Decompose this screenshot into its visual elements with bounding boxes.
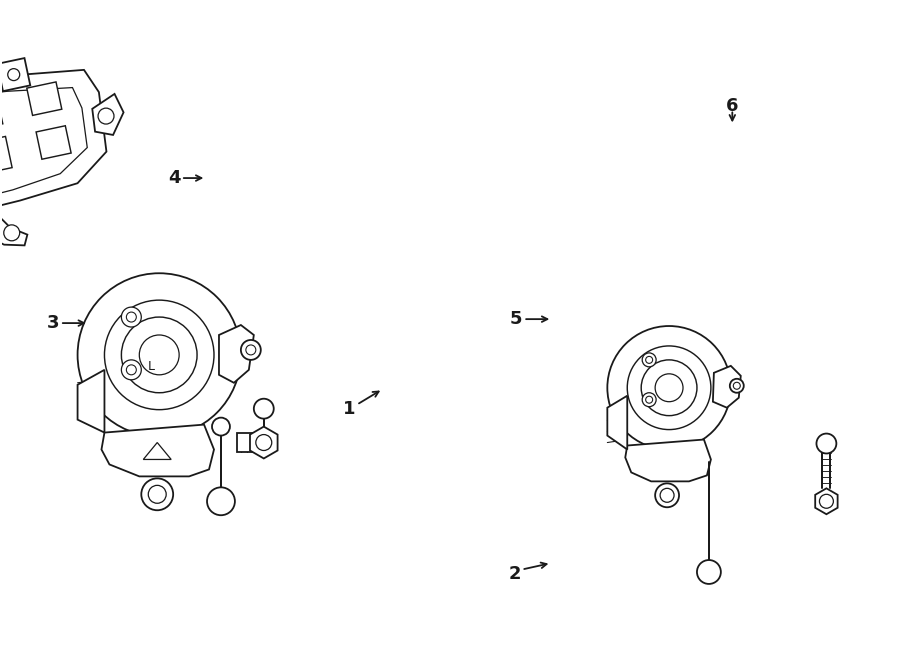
Circle shape [122,307,141,327]
Circle shape [256,434,272,451]
Circle shape [627,346,711,430]
Polygon shape [0,93,3,132]
Polygon shape [713,366,741,408]
Circle shape [4,225,20,241]
Polygon shape [0,209,27,246]
Circle shape [655,374,683,402]
Text: L: L [148,360,155,373]
Circle shape [819,495,833,508]
Circle shape [140,335,179,375]
Circle shape [645,356,652,363]
Polygon shape [250,426,277,459]
Circle shape [212,418,230,436]
Circle shape [734,382,741,389]
Polygon shape [626,440,711,481]
Text: 4: 4 [167,169,180,187]
Circle shape [8,69,20,81]
Polygon shape [93,94,123,135]
Text: 6: 6 [726,97,739,115]
Polygon shape [0,70,106,215]
Circle shape [77,273,241,436]
Text: 1: 1 [344,400,356,418]
Circle shape [643,353,656,367]
Polygon shape [608,396,627,449]
Circle shape [641,360,697,416]
Circle shape [254,399,274,418]
Polygon shape [0,58,31,91]
Circle shape [126,365,136,375]
Circle shape [104,300,214,410]
Text: 5: 5 [510,310,523,328]
Circle shape [660,489,674,502]
Circle shape [141,479,173,510]
Text: 3: 3 [47,314,59,332]
Circle shape [241,340,261,360]
Circle shape [246,345,256,355]
Circle shape [730,379,743,393]
Text: 2: 2 [508,565,521,583]
Polygon shape [0,87,87,202]
Circle shape [608,326,731,449]
Polygon shape [237,432,264,453]
Circle shape [122,317,197,393]
Polygon shape [36,126,71,160]
Polygon shape [815,489,838,514]
Circle shape [643,393,656,406]
Circle shape [207,487,235,515]
Polygon shape [102,424,214,477]
Circle shape [148,485,166,503]
Circle shape [645,397,652,403]
Circle shape [697,560,721,584]
Polygon shape [77,370,104,432]
Polygon shape [27,82,62,115]
Circle shape [126,312,136,322]
Polygon shape [219,325,254,383]
Polygon shape [0,136,12,175]
Circle shape [816,434,836,453]
Circle shape [98,108,114,124]
Circle shape [655,483,679,507]
Circle shape [122,360,141,380]
